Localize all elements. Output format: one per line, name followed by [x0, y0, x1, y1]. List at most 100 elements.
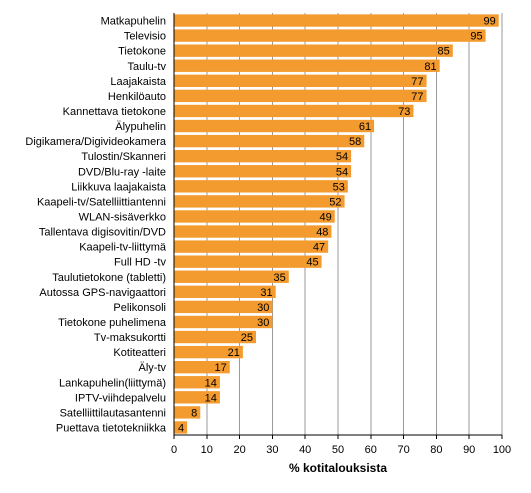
- category-label: Autossa GPS-navigaattori: [39, 287, 166, 299]
- bar: [174, 180, 348, 193]
- category-label: Henkilöauto: [108, 91, 166, 103]
- category-label: Taulu-tv: [127, 61, 166, 73]
- bar: [174, 44, 453, 57]
- bar: [174, 330, 256, 344]
- category-label: Tietokone: [118, 46, 166, 58]
- value-label: 99: [483, 16, 495, 28]
- x-axis-title: % kotitalouksista: [289, 461, 387, 475]
- value-label: 30: [257, 317, 269, 329]
- labels: Matkapuhelin 99 Televisio 95 Tietokone 85 Taul…: [25, 16, 495, 435]
- x-tick-label: 100: [493, 444, 511, 456]
- value-label: 4: [178, 422, 184, 434]
- value-label: 21: [228, 347, 240, 359]
- value-label: 61: [359, 121, 371, 133]
- category-label: Taulutietokone (tabletti): [52, 272, 166, 284]
- value-label: 54: [336, 151, 348, 163]
- bar: [174, 391, 220, 404]
- bar: [174, 376, 220, 389]
- bar: [174, 255, 322, 268]
- bar: [174, 285, 276, 299]
- x-tick-label: 30: [266, 444, 278, 456]
- value-label: 45: [306, 257, 318, 269]
- bar: [174, 240, 329, 253]
- bar: [174, 14, 499, 27]
- bar: [174, 165, 352, 178]
- bar: [174, 59, 440, 72]
- category-label: Televisio: [124, 31, 166, 43]
- category-label: IPTV-viihdepalvelu: [75, 392, 166, 404]
- value-label: 47: [313, 242, 325, 254]
- x-tick-label: 80: [430, 444, 442, 456]
- category-label: Laajakaista: [110, 76, 167, 88]
- value-label: 95: [470, 31, 482, 43]
- bar: [174, 134, 365, 148]
- bar: [174, 270, 289, 283]
- value-label: 25: [241, 332, 253, 344]
- category-label: Lankapuhelin(liittymä): [59, 377, 166, 389]
- category-label: Kotiteatteri: [113, 347, 166, 359]
- value-label: 31: [260, 287, 272, 299]
- value-label: 73: [398, 106, 410, 118]
- bar: [174, 225, 332, 238]
- category-label: Kaapeli-tv/Satelliittiantenni: [37, 196, 166, 208]
- category-label: Kannettava tietokone: [63, 106, 166, 118]
- value-label: 58: [349, 136, 361, 148]
- value-label: 14: [205, 392, 217, 404]
- value-label: 35: [274, 272, 286, 284]
- x-tick-label: 0: [171, 444, 177, 456]
- bar: [174, 89, 427, 103]
- category-label: Tulostin/Skanneri: [81, 151, 166, 163]
- category-label: Puettava tietotekniikka: [56, 422, 167, 434]
- bar: [174, 29, 486, 42]
- value-label: 52: [329, 196, 341, 208]
- category-label: Tv-maksukortti: [94, 332, 166, 344]
- x-tick-label: 50: [332, 444, 344, 456]
- value-label: 77: [411, 76, 423, 88]
- bar: [174, 210, 335, 223]
- x-tick-label: 70: [397, 444, 409, 456]
- category-label: Pelikonsoli: [113, 302, 166, 314]
- bar: [174, 195, 345, 208]
- value-label: 48: [316, 227, 328, 239]
- value-label: 85: [438, 46, 450, 58]
- bar: [174, 104, 414, 118]
- category-label: Satelliittilautasantenni: [60, 407, 166, 419]
- value-label: 81: [424, 61, 436, 73]
- x-tick-label: 90: [463, 444, 475, 456]
- x-tick-label: 40: [299, 444, 311, 456]
- value-label: 14: [205, 377, 217, 389]
- bar: [174, 149, 352, 163]
- category-label: WLAN-sisäverkko: [79, 211, 166, 223]
- category-label: Tietokone puhelimena: [58, 317, 167, 329]
- category-label: Kaapeli-tv-liittymä: [79, 242, 167, 254]
- value-label: 49: [319, 211, 331, 223]
- bar: [174, 119, 375, 133]
- category-label: Älypuhelin: [115, 121, 166, 133]
- bars: [174, 14, 499, 434]
- x-tick-label: 10: [201, 444, 213, 456]
- value-label: 77: [411, 91, 423, 103]
- bar: [174, 315, 273, 329]
- value-label: 30: [257, 302, 269, 314]
- value-label: 8: [191, 407, 197, 419]
- x-tick-label: 60: [365, 444, 377, 456]
- category-label: Full HD -tv: [114, 257, 166, 269]
- bar: [174, 360, 230, 374]
- category-label: Matkapuhelin: [101, 16, 166, 28]
- category-label: DVD/Blu-ray -laite: [78, 166, 166, 178]
- axes: 0 10 20 30 40 50 60 70 80 90 100: [171, 13, 511, 456]
- category-label: Tallentava digisovitin/DVD: [39, 227, 166, 239]
- category-label: Digikamera/Digivideokamera: [25, 136, 166, 148]
- bar: [174, 300, 273, 314]
- bar: [174, 421, 188, 434]
- bar: [174, 74, 427, 88]
- bar: [174, 345, 243, 359]
- value-label: 54: [336, 166, 348, 178]
- bar: [174, 406, 201, 419]
- x-tick-label: 20: [233, 444, 245, 456]
- category-label: Äly-tv: [139, 362, 167, 374]
- value-label: 53: [333, 181, 345, 193]
- value-label: 17: [215, 362, 227, 374]
- category-label: Liikkuva laajakaista: [71, 181, 167, 193]
